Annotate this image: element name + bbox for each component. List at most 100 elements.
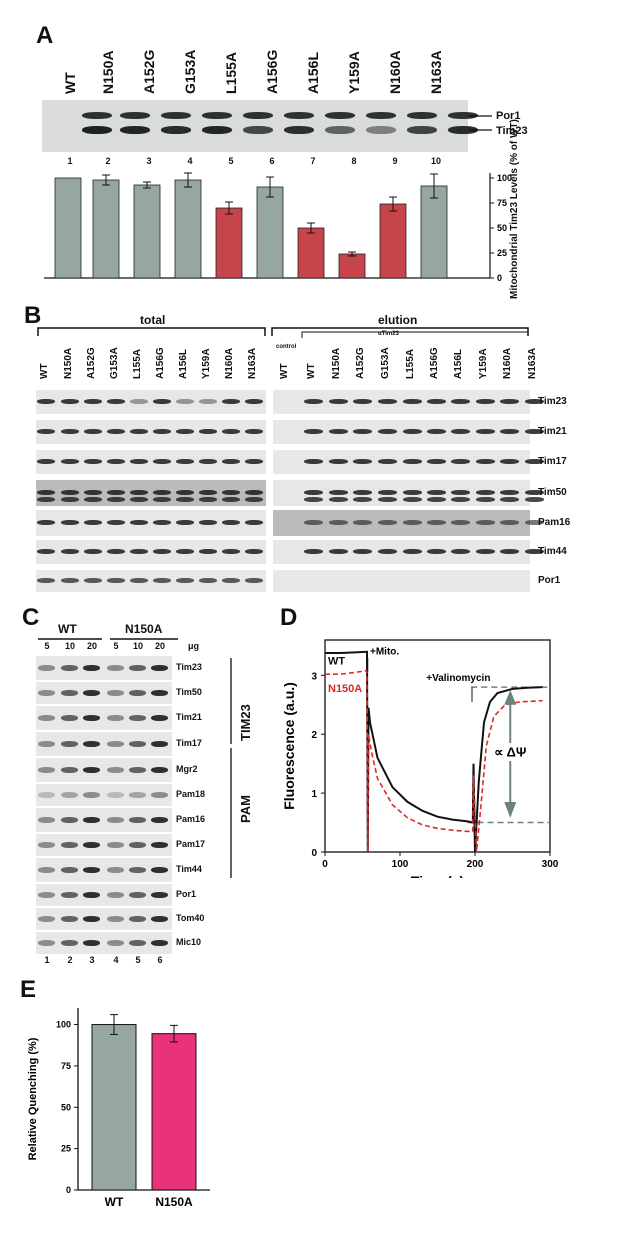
x-tick-label: 300 (542, 859, 559, 870)
band (61, 767, 78, 773)
elution-lane-6: A156L (453, 349, 467, 380)
lane-label-text: A156G (264, 49, 280, 94)
band (151, 867, 168, 873)
elution-lane-text: N150A (331, 347, 342, 379)
total-lane-0: WT (39, 350, 53, 380)
band (129, 916, 146, 922)
band (427, 549, 446, 554)
bar-L155A (215, 207, 243, 279)
band (107, 665, 124, 671)
band (151, 741, 168, 747)
panel-c-brackets (38, 638, 178, 640)
band (37, 549, 55, 554)
band-tim23 (161, 126, 191, 134)
y-tick-label: 0 (311, 848, 317, 859)
band (304, 549, 323, 554)
lane-label-text: WT (62, 72, 78, 94)
elution-lane-text: L155A (405, 348, 416, 379)
band (38, 916, 55, 922)
bar-N163A (420, 185, 448, 279)
band (525, 520, 544, 525)
band-por1 (407, 112, 437, 119)
band (151, 690, 168, 696)
band (37, 490, 55, 495)
elution-lane-0: WT (306, 350, 320, 380)
band (84, 490, 102, 495)
band (38, 867, 55, 873)
band (38, 792, 55, 798)
band (129, 867, 146, 873)
panel-a-bar-chart: 0 25 50 75 100 (44, 172, 512, 283)
band (107, 792, 124, 798)
total-lane-3: G153A (109, 347, 123, 380)
band (107, 817, 124, 823)
lane-number: 4 (187, 156, 193, 166)
band (151, 842, 168, 848)
band (199, 429, 217, 434)
elution-lane-text: G153A (380, 347, 391, 379)
band (476, 399, 495, 404)
row-label-Tim44: Tim44 (176, 864, 202, 874)
band (199, 490, 217, 495)
band (61, 490, 79, 495)
arrow-head-down (504, 801, 517, 818)
band (403, 497, 422, 502)
band (451, 490, 470, 495)
band-tim23 (407, 126, 437, 134)
band (61, 578, 79, 583)
band (199, 399, 217, 404)
annotation-mito: +Mito. (370, 647, 399, 658)
band (476, 429, 495, 434)
x-tick-label: 0 (322, 859, 328, 870)
band (245, 497, 263, 502)
band (84, 459, 102, 464)
band (151, 792, 168, 798)
lane-label-text: L155A (223, 51, 239, 94)
lane-number: 3 (146, 156, 152, 166)
band-tim23 (120, 126, 150, 134)
band (83, 767, 100, 773)
band (500, 459, 519, 464)
y-axis-label: Fluorescence (a.u.) (281, 682, 297, 810)
bar-N150A (92, 179, 120, 279)
band (222, 549, 240, 554)
lane-number: 2 (67, 955, 73, 965)
band (378, 429, 397, 434)
control-lane: WT (279, 350, 293, 380)
band (176, 497, 194, 502)
band (107, 767, 124, 773)
band (353, 399, 372, 404)
band (525, 429, 544, 434)
band-tim23 (284, 126, 314, 134)
row-label-Mgr2: Mgr2 (176, 764, 198, 774)
blot-Tim17 (36, 732, 172, 756)
lane-number: 2 (105, 156, 111, 166)
band (83, 715, 100, 721)
bar-WT (54, 177, 82, 279)
band (83, 690, 100, 696)
band (451, 520, 470, 525)
band (107, 497, 125, 502)
band (37, 578, 55, 583)
band (38, 690, 55, 696)
y-tick-label: 0 (66, 1185, 71, 1195)
band-tim23 (82, 126, 112, 134)
band (107, 892, 124, 898)
blot-Tim50 (36, 682, 172, 704)
total-lane-text: A156G (155, 347, 166, 379)
row-label-Por1: Por1 (538, 575, 561, 586)
band (451, 429, 470, 434)
lane-number: 9 (392, 156, 398, 166)
band (84, 399, 102, 404)
row-label-Tim50: Tim50 (176, 687, 202, 697)
band (245, 578, 263, 583)
band (329, 399, 348, 404)
panel-a-blot (42, 100, 478, 152)
band (245, 549, 263, 554)
band (403, 490, 422, 495)
total-blot-Tim23 (36, 390, 266, 414)
band (84, 520, 102, 525)
band (129, 817, 146, 823)
x-tick-label: N150A (155, 1195, 193, 1209)
band (427, 497, 446, 502)
